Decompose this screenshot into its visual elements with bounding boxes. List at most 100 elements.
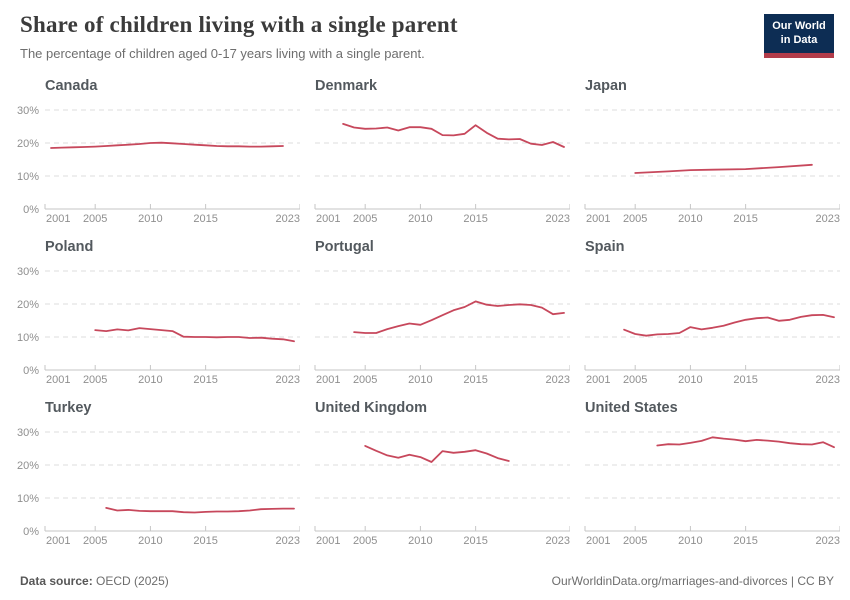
facet-portugal: Portugal 2001 2005 2010 2015 2023: [300, 239, 570, 385]
facet-title: Japan: [585, 78, 627, 94]
facet-plot[interactable]: 2001 2005 2010 2015 2023: [300, 422, 570, 546]
x-tick-label: 2023: [276, 213, 300, 224]
data-line: [353, 300, 565, 334]
chart-footer: Data source: OECD (2025) OurWorldinData.…: [20, 574, 834, 588]
facet-plot[interactable]: 0% 10% 20% 30% 2001 2005 2010 2015 2023: [15, 422, 300, 546]
x-tick-label: 2001: [586, 213, 610, 224]
facet-plot[interactable]: 0% 10% 20% 30% 2001 2005 2010 2015 2023: [15, 100, 300, 224]
y-tick-label: 30%: [17, 105, 39, 117]
x-tick-label: 2010: [678, 374, 702, 385]
x-tick-label: 2010: [408, 213, 432, 224]
x-tick-label: 2010: [138, 535, 162, 546]
x-tick-label: 2010: [408, 374, 432, 385]
y-tick-label: 0%: [23, 204, 39, 216]
x-tick-label: 2001: [586, 374, 610, 385]
x-tick-label: 2005: [623, 213, 647, 224]
x-tick-label: 2001: [316, 213, 340, 224]
facet-title: Poland: [45, 239, 94, 255]
facet-canada: Canada 0% 10% 20% 30% 2001 2005 2010 2015 2023: [15, 78, 300, 224]
data-line: [105, 507, 295, 514]
x-tick-label: 2001: [586, 535, 610, 546]
facet-denmark: Denmark 2001 2005 2010 2015 2023: [300, 78, 570, 224]
facet-grid: Canada 0% 10% 20% 30% 2001 2005 2010 2015 2023 Den…: [15, 78, 840, 546]
x-tick-label: 2015: [733, 374, 757, 385]
x-tick-label: 2015: [193, 213, 217, 224]
y-tick-label: 20%: [17, 460, 39, 472]
data-line: [94, 327, 295, 343]
facet-plot[interactable]: 2001 2005 2010 2015 2023: [300, 261, 570, 385]
x-tick-label: 2023: [816, 535, 840, 546]
x-tick-label: 2023: [546, 213, 570, 224]
owid-logo-line1: Our World: [772, 20, 826, 32]
data-source-label: Data source:: [20, 574, 93, 588]
citation-link[interactable]: OurWorldinData.org/marriages-and-divorce…: [551, 574, 834, 588]
y-tick-label: 20%: [17, 299, 39, 311]
x-tick-label: 2023: [546, 535, 570, 546]
data-source: Data source: OECD (2025): [20, 574, 169, 588]
x-tick-label: 2005: [83, 213, 107, 224]
x-tick-label: 2005: [353, 535, 377, 546]
facet-spain: Spain 2001 2005 2010 2015 2023: [570, 239, 840, 385]
facet-united-states: United States 2001 2005 2010 2015 2023: [570, 400, 840, 546]
facet-poland: Poland 0% 10% 20% 30% 2001 2005 2010 2015 2023: [15, 239, 300, 385]
x-tick-label: 2015: [733, 535, 757, 546]
x-tick-label: 2001: [316, 374, 340, 385]
facet-united-kingdom: United Kingdom 2001 2005 2010 2015 2023: [300, 400, 570, 546]
data-line: [364, 444, 510, 463]
x-tick-label: 2015: [733, 213, 757, 224]
chart-header: Share of children living with a single p…: [20, 12, 834, 61]
data-line: [50, 141, 284, 149]
data-line: [634, 163, 813, 174]
facet-plot[interactable]: 2001 2005 2010 2015 2023: [570, 422, 840, 546]
facet-plot[interactable]: 2001 2005 2010 2015 2023: [300, 100, 570, 224]
y-tick-label: 0%: [23, 365, 39, 377]
x-tick-label: 2001: [46, 374, 70, 385]
chart-subtitle: The percentage of children aged 0-17 yea…: [20, 46, 425, 61]
facet-title: Portugal: [315, 239, 374, 255]
y-tick-label: 30%: [17, 266, 39, 278]
x-tick-label: 2001: [316, 535, 340, 546]
x-tick-label: 2023: [546, 374, 570, 385]
owid-logo[interactable]: Our World in Data: [764, 14, 834, 58]
x-tick-label: 2010: [678, 535, 702, 546]
data-line: [623, 314, 835, 337]
data-line: [656, 436, 835, 449]
x-tick-label: 2010: [138, 213, 162, 224]
facet-plot[interactable]: 0% 10% 20% 30% 2001 2005 2010 2015 2023: [15, 261, 300, 385]
data-source-value: OECD (2025): [96, 574, 169, 588]
x-tick-label: 2010: [678, 213, 702, 224]
x-tick-label: 2023: [816, 374, 840, 385]
x-tick-label: 2005: [623, 535, 647, 546]
x-tick-label: 2005: [83, 535, 107, 546]
x-tick-label: 2023: [276, 374, 300, 385]
facet-title: Spain: [585, 239, 625, 255]
y-tick-label: 10%: [17, 332, 39, 344]
facet-plot[interactable]: 2001 2005 2010 2015 2023: [570, 261, 840, 385]
x-tick-label: 2005: [83, 374, 107, 385]
y-tick-label: 10%: [17, 493, 39, 505]
data-line: [342, 122, 565, 148]
owid-logo-line2: in Data: [780, 33, 818, 46]
x-tick-label: 2015: [193, 535, 217, 546]
x-tick-label: 2005: [623, 374, 647, 385]
y-tick-label: 20%: [17, 138, 39, 150]
facet-title: Denmark: [315, 78, 378, 94]
y-tick-label: 10%: [17, 171, 39, 183]
chart-title: Share of children living with a single p…: [20, 12, 458, 37]
x-tick-label: 2010: [138, 374, 162, 385]
x-tick-label: 2001: [46, 213, 70, 224]
facet-title: Canada: [45, 78, 98, 94]
facet-plot[interactable]: 2001 2005 2010 2015 2023: [570, 100, 840, 224]
x-tick-label: 2015: [193, 374, 217, 385]
facet-title: Turkey: [45, 400, 92, 416]
x-tick-label: 2023: [816, 213, 840, 224]
x-tick-label: 2005: [353, 374, 377, 385]
facet-title: United Kingdom: [315, 400, 427, 416]
y-tick-label: 30%: [17, 427, 39, 439]
x-tick-label: 2023: [276, 535, 300, 546]
x-tick-label: 2010: [408, 535, 432, 546]
facet-japan: Japan 2001 2005 2010 2015 2023: [570, 78, 840, 224]
y-tick-label: 0%: [23, 526, 39, 538]
x-tick-label: 2001: [46, 535, 70, 546]
